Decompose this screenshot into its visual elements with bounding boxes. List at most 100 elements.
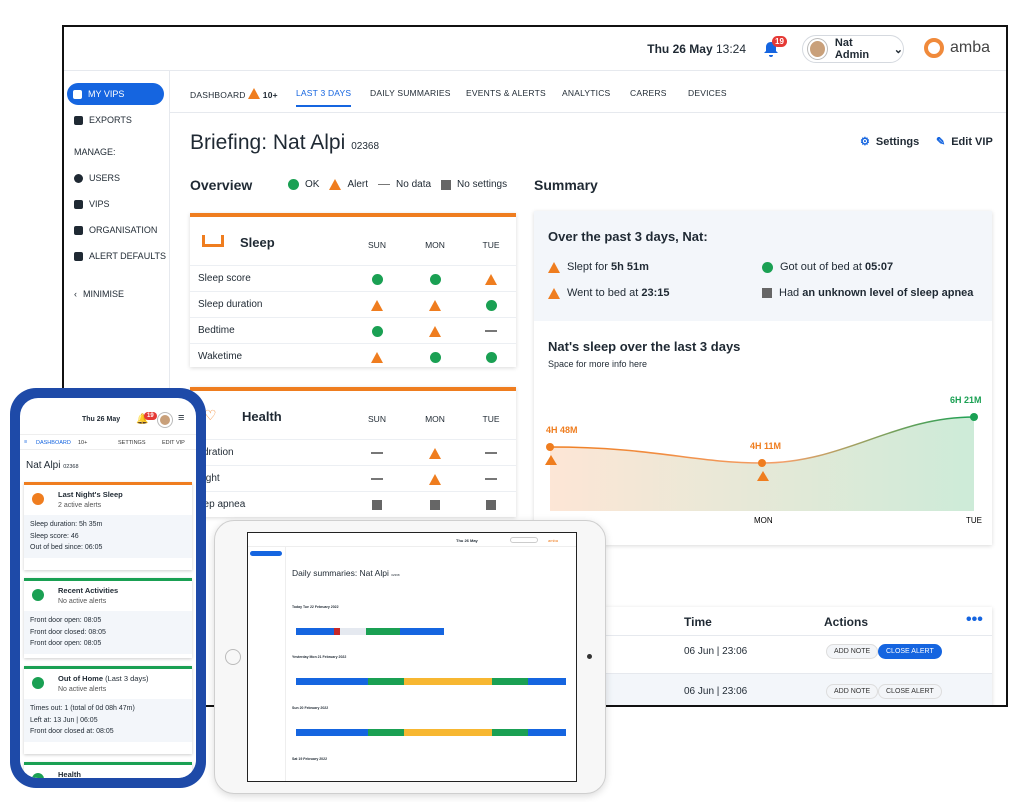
status-row: Waketime xyxy=(190,343,516,369)
status-row: Sleep duration xyxy=(190,291,516,317)
no-data-icon xyxy=(485,478,497,480)
status-cell xyxy=(362,318,392,344)
phone-page-title: Nat Alpi 02368 xyxy=(26,460,79,471)
column-header: Time xyxy=(684,615,712,629)
status-cell xyxy=(476,292,506,318)
no-settings-icon xyxy=(441,179,452,190)
chart-subtitle: Space for more info here xyxy=(548,359,648,369)
chevron-down-icon: ⌄ xyxy=(893,43,903,56)
gear-icon: ⚙ xyxy=(860,136,870,148)
heart-pulse-icon: ♡ xyxy=(204,407,217,423)
sidebar-item-my-vips[interactable]: MY VIPS xyxy=(67,83,164,105)
sidebar-item-alert-defaults[interactable]: ALERT DEFAULTS xyxy=(74,251,166,261)
tab-daily-summaries[interactable]: DAILY SUMMARIES xyxy=(370,88,451,98)
status-cell xyxy=(420,344,450,370)
avatar[interactable] xyxy=(158,413,172,427)
sidebar-item-label: USERS xyxy=(89,173,121,183)
tablet-topbar: Thu 26 May amba xyxy=(248,533,576,547)
desktop-window: Thu 26 May 13:24 19 Nat Admin ⌄ amba MY … xyxy=(62,25,1008,707)
row-label: ydration xyxy=(198,447,234,458)
data-label: 4H 48M xyxy=(546,425,578,435)
health-card-title: Health xyxy=(242,409,282,424)
chart-point xyxy=(546,443,554,451)
status-cell xyxy=(362,492,392,518)
summary-card: Over the past 3 days, Nat: Slept for 5h … xyxy=(534,211,992,545)
bell-icon[interactable]: 🔔 19 xyxy=(136,412,157,425)
edit-vip-button[interactable]: ✎ Edit VIP xyxy=(936,135,993,149)
summary-title: Summary xyxy=(534,177,598,193)
sidebar-item-label: ALERT DEFAULTS xyxy=(89,251,167,261)
notification-count-badge: 19 xyxy=(772,36,787,47)
alert-icon xyxy=(248,88,261,99)
card-line: Left at: 13 Jun | 06:05 xyxy=(30,716,98,724)
phone-date: Thu 26 May xyxy=(82,416,121,423)
summary-highlights: Over the past 3 days, Nat: Slept for 5h … xyxy=(534,211,992,321)
day-header: SUN xyxy=(368,240,386,250)
summary-heading: Over the past 3 days, Nat: xyxy=(548,229,708,244)
bed-icon xyxy=(202,235,224,247)
summary-item: Went to bed at 23:15 xyxy=(548,287,670,299)
status-cell xyxy=(420,266,450,292)
status-cell xyxy=(476,492,506,518)
close-alert-button[interactable]: CLOSE ALERT xyxy=(878,684,942,699)
overview-legend: OK Alert No data No settings xyxy=(288,179,507,190)
alert-icon xyxy=(429,325,441,337)
building-icon xyxy=(74,225,83,235)
status-cell xyxy=(362,344,392,370)
add-note-button[interactable]: ADD NOTE xyxy=(826,684,879,699)
sidebar-item-vips[interactable]: VIPS xyxy=(74,199,110,209)
alerts-table: Time Actions ••• 06 Jun | 23:06 ADD NOTE… xyxy=(534,607,992,705)
user-menu[interactable]: Nat Admin ⌄ xyxy=(802,35,904,63)
status-cell xyxy=(476,318,506,344)
chevron-left-icon: ‹ xyxy=(74,289,77,299)
sidebar-item-label: MINIMISE xyxy=(83,289,125,299)
alert-icon xyxy=(548,287,560,299)
nav-dashboard[interactable]: DASHBOARD xyxy=(36,440,71,446)
card-line: Front door open: 08:05 xyxy=(30,640,102,647)
tab-analytics[interactable]: ANALYTICS xyxy=(562,88,611,98)
alert-icon xyxy=(429,447,441,459)
card-line: Front door open: 08:05 xyxy=(30,617,102,624)
tab-events-alerts[interactable]: EVENTS & ALERTS xyxy=(466,88,546,98)
notification-bell-icon[interactable]: 19 xyxy=(762,36,787,58)
sidebar-item-label: EXPORTS xyxy=(89,115,132,125)
status-row: eight xyxy=(190,465,516,491)
tab-devices[interactable]: DEVICES xyxy=(688,88,727,98)
ok-icon xyxy=(485,351,497,363)
card-icon xyxy=(32,677,44,689)
alert-marker xyxy=(545,455,557,465)
phone-card[interactable]: Health No active alerts xyxy=(24,762,192,778)
sidebar-item-users[interactable]: USERS xyxy=(74,173,120,183)
settings-button[interactable]: SETTINGS xyxy=(118,440,146,446)
add-note-button[interactable]: ADD NOTE xyxy=(826,644,879,659)
sleep-chart: 4H 48M 4H 11M MON 6H 21M TUE xyxy=(545,395,982,525)
status-row: ydration xyxy=(190,439,516,465)
phone-card[interactable]: Last Night's Sleep 2 active alerts Sleep … xyxy=(24,482,192,570)
sidebar-item-label: VIPS xyxy=(89,199,110,209)
card-icon xyxy=(32,589,44,601)
phone-screen: Thu 26 May 🔔 19 ≡ ≡ DASHBOARD 10+ SETTING… xyxy=(20,398,196,778)
ok-icon xyxy=(429,273,441,285)
ok-icon xyxy=(288,179,299,190)
tab-carers[interactable]: CARERS xyxy=(630,88,667,98)
phone-card[interactable]: Out of Home (Last 3 days) No active alert… xyxy=(24,666,192,754)
tab-dashboard[interactable]: DASHBOARD 10+ xyxy=(190,88,278,100)
more-icon[interactable]: ••• xyxy=(966,611,983,628)
top-bar: Thu 26 May 13:24 19 Nat Admin ⌄ amba xyxy=(64,27,1006,71)
sidebar-item-organisation[interactable]: ORGANISATION xyxy=(74,225,157,235)
edit-vip-button[interactable]: EDIT VIP xyxy=(162,440,185,446)
ok-icon xyxy=(762,261,773,273)
day-heading: Today Tue 22 February 2022 xyxy=(292,605,339,609)
settings-button[interactable]: ⚙ Settings xyxy=(860,135,920,149)
row-label: eight xyxy=(198,473,220,484)
card-line: Out of bed since: 06:05 xyxy=(30,544,103,551)
tab-last-3-days[interactable]: LAST 3 DAYS xyxy=(296,88,352,107)
overview-title: Overview xyxy=(190,177,253,193)
sidebar-item-minimise[interactable]: ‹ MINIMISE xyxy=(74,289,124,299)
menu-icon[interactable]: ≡ xyxy=(178,412,185,424)
sidebar-item-exports[interactable]: EXPORTS xyxy=(74,115,132,125)
status-cell xyxy=(476,440,506,466)
table-row: 06 Jun | 23:06 ADD NOTE CLOSE ALERT xyxy=(534,673,992,705)
close-alert-button[interactable]: CLOSE ALERT xyxy=(878,644,942,659)
phone-card[interactable]: Recent Activities No active alerts Front … xyxy=(24,578,192,658)
